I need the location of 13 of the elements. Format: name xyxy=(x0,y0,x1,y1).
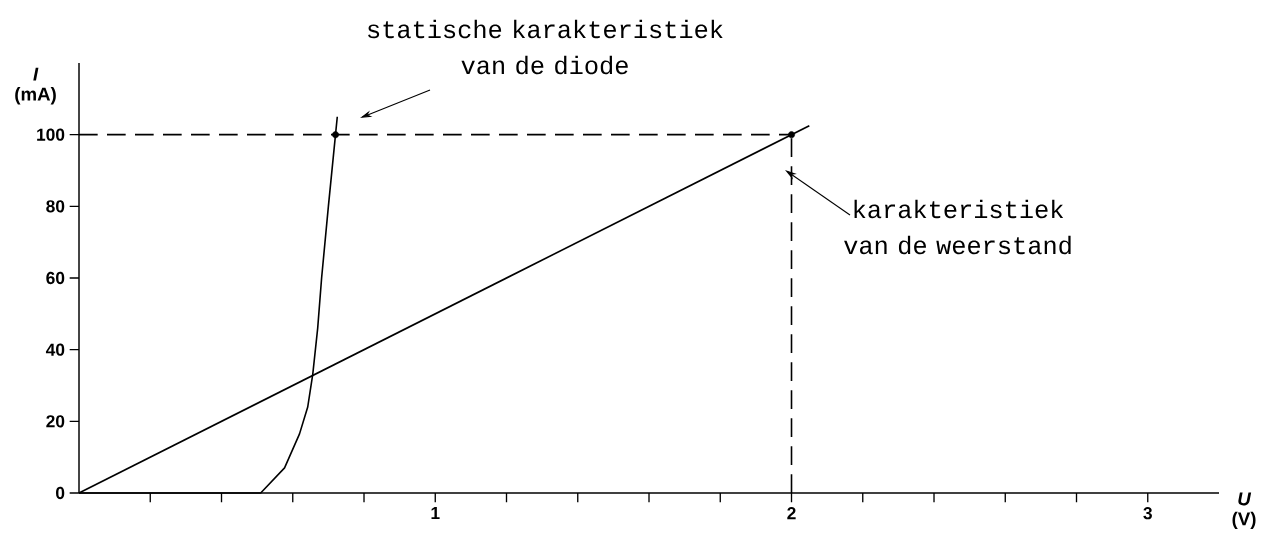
y-tick-label: 20 xyxy=(46,415,65,428)
y-tick-label: 60 xyxy=(46,271,65,285)
y-tick-label: 40 xyxy=(45,343,65,356)
y-tick-label: 80 xyxy=(46,200,65,213)
y-tick-label: 0 xyxy=(56,486,65,500)
x-tick-label: 3 xyxy=(1143,507,1152,520)
x-tick-label: 2 xyxy=(787,507,796,520)
annotation: statische karakteristiek van de diode xyxy=(368,19,723,75)
y-tick-label: 100 xyxy=(37,128,65,141)
x-axis-title: U (V) xyxy=(1232,492,1256,530)
y-axis-title: I (mA) xyxy=(15,67,56,105)
annotation: karakteristiek van de weerstand xyxy=(844,199,1071,255)
x-tick-label: 1 xyxy=(431,507,440,519)
